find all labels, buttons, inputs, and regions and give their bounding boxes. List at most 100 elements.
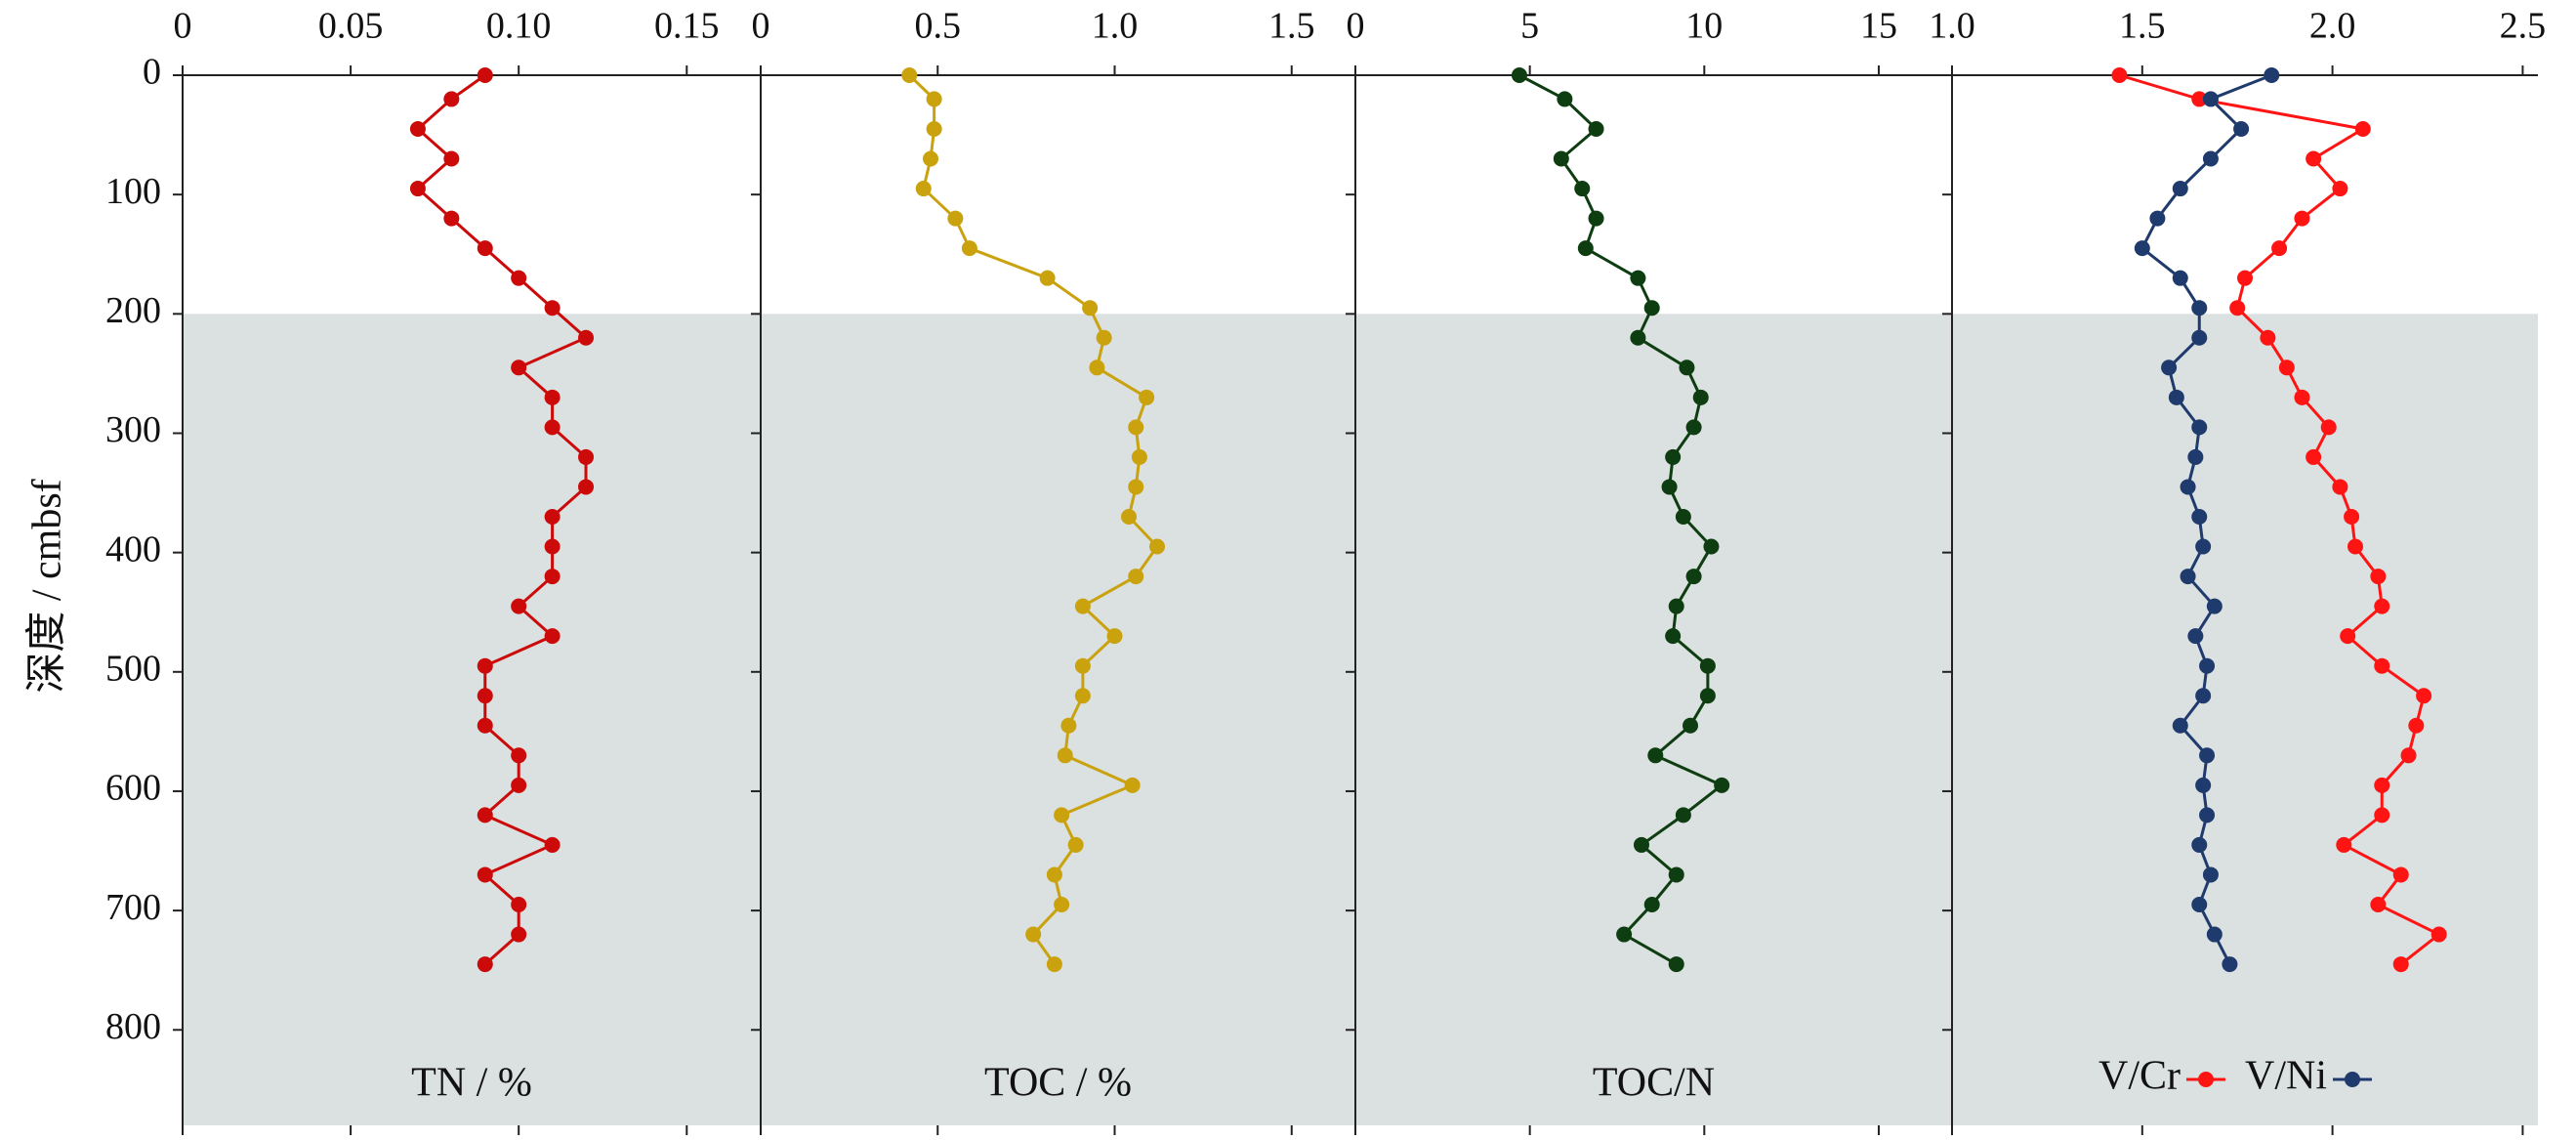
- data-point: [1054, 807, 1070, 823]
- x-tick-label: 1.5: [1268, 6, 1315, 47]
- data-point: [477, 956, 493, 973]
- y-tick-label: 0: [143, 52, 161, 93]
- data-point: [477, 67, 493, 83]
- data-point: [578, 329, 595, 346]
- data-point: [2278, 359, 2295, 376]
- data-point: [1577, 240, 1594, 257]
- data-point: [578, 479, 595, 495]
- data-point: [2191, 91, 2208, 107]
- x-tick-label: 15: [1860, 6, 1897, 47]
- data-point: [2400, 747, 2417, 764]
- data-point: [1096, 329, 1112, 346]
- data-point: [2392, 866, 2409, 883]
- data-point: [2111, 67, 2128, 83]
- data-point: [1668, 956, 1684, 973]
- data-point: [1630, 329, 1646, 346]
- data-point: [544, 569, 561, 585]
- data-point: [1647, 747, 1664, 764]
- data-point: [511, 270, 527, 286]
- y-tick-label: 800: [105, 1006, 161, 1047]
- data-point: [1074, 598, 1091, 614]
- data-point: [1057, 747, 1073, 764]
- data-point: [2134, 240, 2150, 257]
- data-point: [2408, 717, 2425, 734]
- data-point: [1703, 538, 1720, 555]
- data-point: [2206, 926, 2223, 943]
- data-point: [2233, 120, 2250, 137]
- data-point: [2202, 91, 2219, 107]
- data-point: [1149, 538, 1165, 555]
- x-tick-label: 0: [1347, 6, 1365, 47]
- data-point: [1121, 508, 1137, 525]
- data-point: [2222, 956, 2238, 973]
- data-point: [2191, 897, 2208, 913]
- data-point: [2347, 538, 2363, 555]
- data-point: [2370, 897, 2387, 913]
- y-tick-label: 400: [105, 528, 161, 570]
- y-tick-label: 300: [105, 409, 161, 450]
- data-point: [1046, 956, 1062, 973]
- data-point: [1665, 448, 1682, 465]
- y-tick-label: 200: [105, 290, 161, 331]
- legend-marker: [2345, 1072, 2360, 1087]
- data-point: [2416, 688, 2432, 704]
- data-point: [1074, 657, 1091, 674]
- data-point: [2180, 569, 2196, 585]
- data-point: [2260, 329, 2276, 346]
- data-point: [1661, 479, 1678, 495]
- data-point: [1124, 777, 1141, 793]
- data-point: [443, 210, 460, 227]
- data-point: [1675, 508, 1691, 525]
- data-point: [2172, 717, 2188, 734]
- data-point: [544, 836, 561, 853]
- data-point: [2206, 598, 2223, 614]
- data-point: [511, 897, 527, 913]
- data-point: [443, 91, 460, 107]
- data-point: [511, 598, 527, 614]
- x-tick-label: 0: [752, 6, 770, 47]
- data-point: [544, 300, 561, 317]
- data-point: [2264, 67, 2280, 83]
- legend-marker: [2198, 1072, 2214, 1087]
- data-point: [926, 91, 942, 107]
- data-point: [1692, 389, 1709, 405]
- data-point: [915, 181, 932, 197]
- data-point: [1616, 926, 1633, 943]
- data-point: [2149, 210, 2166, 227]
- x-tick-label: 0: [174, 6, 192, 47]
- data-point: [1683, 717, 1699, 734]
- data-point: [926, 120, 942, 137]
- data-point: [1074, 688, 1091, 704]
- data-point: [409, 181, 426, 197]
- data-point: [1588, 120, 1604, 137]
- data-point: [2320, 419, 2337, 436]
- data-point: [2332, 479, 2348, 495]
- data-point: [511, 777, 527, 793]
- data-point: [511, 359, 527, 376]
- data-point: [1714, 777, 1730, 793]
- y-tick-label: 700: [105, 887, 161, 928]
- data-point: [2271, 240, 2288, 257]
- data-point: [2370, 569, 2387, 585]
- data-point: [2187, 448, 2204, 465]
- x-tick-label: 10: [1685, 6, 1723, 47]
- data-point: [1128, 569, 1144, 585]
- data-point: [2392, 956, 2409, 973]
- data-point: [2172, 181, 2188, 197]
- data-point: [923, 150, 938, 167]
- x-tick-label: 1.5: [2119, 6, 2166, 47]
- y-tick-label: 100: [105, 171, 161, 212]
- data-point: [2172, 270, 2188, 286]
- data-point: [2306, 150, 2322, 167]
- data-point: [2199, 747, 2216, 764]
- data-point: [1557, 91, 1573, 107]
- data-point: [544, 628, 561, 645]
- data-point: [2191, 329, 2208, 346]
- x-tick-label: 1.0: [1092, 6, 1139, 47]
- data-point: [961, 240, 977, 257]
- data-point: [2199, 807, 2216, 823]
- legend-label: V/Cr: [2098, 1054, 2181, 1099]
- data-point: [2374, 598, 2390, 614]
